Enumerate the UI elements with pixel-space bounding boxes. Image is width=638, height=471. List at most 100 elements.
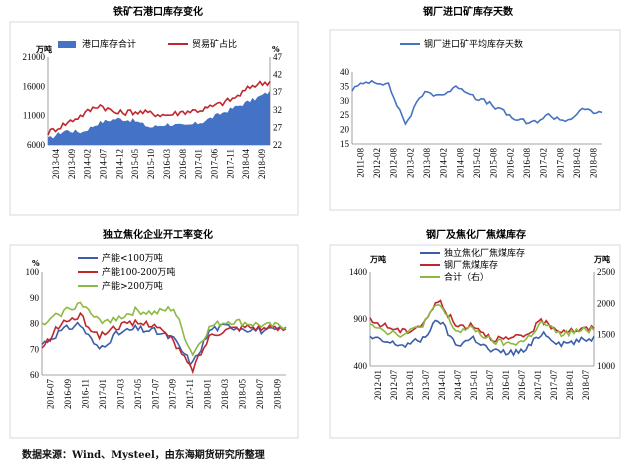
y-tick-label: 16000: [23, 81, 46, 91]
y2-tick-label: 1000: [597, 361, 616, 371]
y-unit-label: 万吨: [369, 254, 386, 264]
x-tick-label: 2014-07: [453, 370, 463, 400]
x-tick-label: 2017-02: [539, 148, 549, 178]
chart-title: 钢厂及焦化厂焦煤库存: [426, 228, 526, 241]
x-tick-label: 2011-08: [355, 148, 365, 178]
x-tick-label: 2014-08: [455, 148, 465, 178]
y-tick-label: 35: [340, 81, 350, 91]
x-tick-label: 2016-08: [178, 149, 188, 179]
series-line: [41, 321, 287, 367]
legend-swatch: [58, 41, 76, 48]
legend-label: 钢厂焦煤库存: [444, 259, 498, 271]
chart-3: 独立焦化企业开工率变化 100 90 80 70 60% 2016-07 2016-09 201…: [9, 228, 299, 439]
x-tick-label: 2018-05: [237, 379, 247, 409]
x-tick-label: 2016-11: [81, 379, 91, 409]
y2-tick-label: 32: [273, 105, 282, 115]
y-tick-label: 100: [26, 267, 40, 277]
x-tick-label: 2018-07: [581, 370, 591, 400]
x-tick-label: 2016-08: [522, 148, 532, 178]
legend-label: 合计（右）: [444, 271, 489, 283]
y2-tick-label: 1500: [597, 330, 616, 340]
x-tick-label: 2013-01: [405, 370, 415, 400]
y-tick-label: 90: [30, 293, 40, 303]
y-tick-label: 30: [340, 96, 350, 106]
y-tick-label: 60: [30, 370, 40, 380]
x-tick-label: 2014-02: [83, 149, 93, 179]
y-tick-label: 6000: [27, 140, 46, 150]
chart-frame: [329, 29, 621, 211]
legend-label: 产能<100万吨: [102, 252, 163, 264]
x-tick-label: 2015-01: [469, 370, 479, 400]
x-tick-label: 2014-12: [114, 149, 124, 179]
legend-label: 产能>200万吨: [102, 280, 163, 292]
series-line: [351, 79, 603, 126]
x-tick-label: 2016-07: [46, 379, 56, 409]
x-tick-label: 2018-07: [255, 379, 265, 409]
y-tick-label: 20: [340, 125, 350, 135]
x-tick-label: 2017-03: [115, 379, 125, 409]
x-tick-label: 2016-09: [63, 379, 73, 409]
x-tick-label: 2017-07: [150, 379, 160, 409]
x-tick-label: 2015-07: [485, 370, 495, 400]
x-tick-label: 2012-02: [372, 148, 382, 178]
x-tick-label: 2015-05: [130, 149, 140, 179]
y-tick-label: 1400: [349, 267, 368, 277]
x-tick-label: 2013-09: [67, 149, 77, 179]
x-tick-label: 2013-08: [422, 148, 432, 178]
y-tick-label: 80: [30, 319, 40, 329]
x-tick-label: 2017-01: [98, 379, 108, 409]
x-tick-label: 2017-07: [549, 370, 559, 400]
x-tick-label: 2015-02: [472, 148, 482, 178]
y2-tick-label: 27: [273, 122, 283, 132]
x-tick-label: 2018-01: [203, 379, 213, 409]
legend-label: 独立焦化厂焦煤库存: [444, 247, 525, 259]
x-tick-label: 2017-11: [185, 379, 195, 409]
chart-frame: [9, 244, 299, 439]
y2-tick-label: 47: [273, 52, 283, 62]
y2-tick-label: 2500: [597, 267, 616, 277]
x-tick-label: 2018-02: [572, 148, 582, 178]
x-tick-label: 2016-01: [501, 370, 511, 400]
x-tick-label: 2018-01: [565, 370, 575, 400]
x-tick-label: 2018-09: [257, 149, 267, 179]
y2-tick-label: 2000: [597, 298, 616, 308]
x-tick-label: 2012-01: [373, 370, 383, 400]
x-tick-label: 2014-07: [99, 149, 109, 179]
x-tick-label: 2017-01: [533, 370, 543, 400]
legend-label: 产能100-200万吨: [102, 266, 175, 278]
series-area: [48, 90, 270, 145]
chart-title: 铁矿石港口库存变化: [113, 5, 203, 18]
chart-4: 钢厂及焦化厂焦煤库存 1400 900 400 2500 2000 1500 1000 万吨 万吨…: [329, 228, 621, 439]
chart-title: 独立焦化企业开工率变化: [103, 228, 213, 241]
y-tick-label: 900: [354, 314, 368, 324]
chart-frame: [9, 21, 299, 216]
x-tick-label: 2017-08: [555, 148, 565, 178]
x-tick-label: 2017-05: [133, 379, 143, 409]
x-tick-label: 2018-04: [241, 149, 251, 179]
legend-label: 贸易矿占比: [192, 38, 237, 50]
series-line: [41, 311, 287, 375]
y-unit-label: 万吨: [35, 44, 52, 54]
x-tick-label: 2017-11: [225, 149, 235, 179]
x-tick-label: 2015-08: [489, 148, 499, 178]
x-tick-label: 2014-01: [437, 370, 447, 400]
x-tick-label: 2012-07: [389, 370, 399, 400]
x-tick-label: 2017-01: [194, 149, 204, 179]
x-tick-label: 2015-10: [146, 149, 156, 179]
x-tick-label: 2012-08: [389, 148, 399, 178]
chart-1: 铁矿石港口库存变化 21000 16000 11000 6000 47 42 37 32 27 22…: [9, 5, 299, 216]
y-tick-label: 40: [340, 67, 350, 77]
x-tick-label: 2016-02: [505, 148, 515, 178]
x-tick-label: 2016-03: [162, 149, 172, 179]
chart-title: 钢厂进口矿库存天数: [423, 5, 514, 18]
legend-label: 钢厂进口矿平均库存天数: [424, 38, 523, 50]
x-tick-label: 2017-06: [210, 149, 220, 179]
x-tick-label: 2014-02: [439, 148, 449, 178]
source-note: 数据来源：Wind、Mysteel，由东海期货研究所整理: [22, 450, 265, 461]
x-tick-label: 2018-09: [272, 379, 282, 409]
y2-unit-label: %: [272, 44, 280, 54]
chart-2: 钢厂进口矿库存天数 40 35 30 25 20 15 2011-08 2012-02 2012-…: [329, 5, 621, 211]
x-tick-label: 2013-07: [421, 370, 431, 400]
y-tick-label: 15: [340, 139, 350, 149]
